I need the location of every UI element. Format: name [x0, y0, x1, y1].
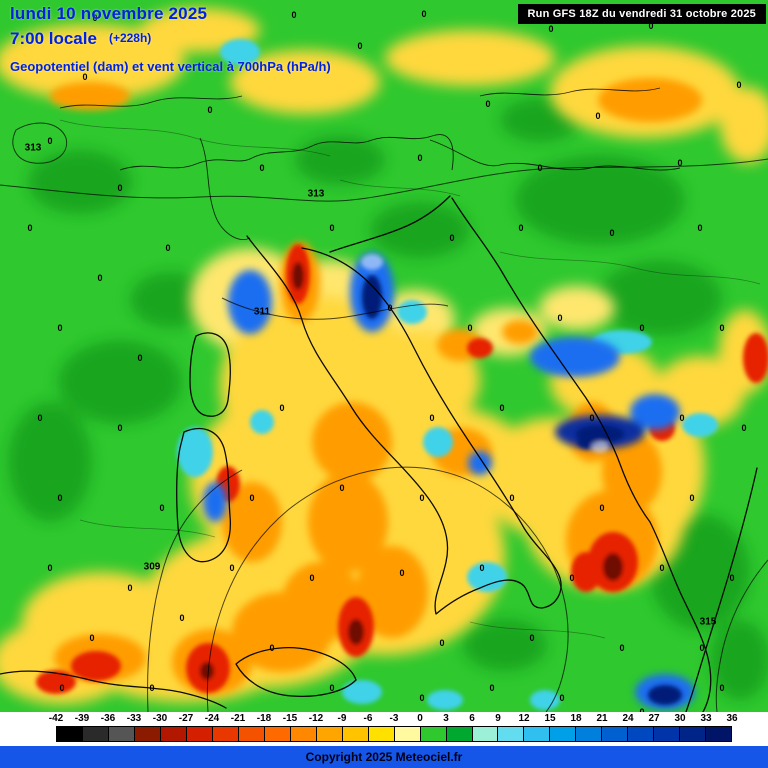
weather-map-image	[0, 0, 768, 712]
colorbar-cell	[134, 727, 161, 741]
balkan-coastline	[451, 197, 651, 523]
sardinia-coastline	[176, 427, 232, 563]
colorbar-cell	[290, 727, 317, 741]
colorbar-cell	[498, 727, 525, 741]
colorbar-cell	[186, 727, 213, 741]
local-time-label: 7:00 locale	[10, 29, 97, 48]
run-info-box: Run GFS 18Z du vendredi 31 octobre 2025	[517, 4, 766, 24]
colorbar-tick: -27	[178, 713, 194, 724]
colorbar-tick: -24	[204, 713, 220, 724]
coastlines-layer	[0, 195, 758, 712]
italy-coastline	[246, 235, 562, 615]
copyright-label: Copyright 2025 Meteociel.fr	[305, 750, 463, 764]
north-africa-coastline	[0, 670, 227, 709]
geopotential-contours-layer	[0, 122, 768, 712]
colorbar-cell	[680, 727, 707, 741]
colorbar-tick: 18	[570, 713, 582, 724]
date-label: lundi 10 novembre 2025	[10, 4, 208, 23]
colorbar-tick: -30	[152, 713, 168, 724]
colorbar-tick: -9	[337, 713, 347, 724]
contour-closed-low	[206, 466, 569, 712]
colorbar-tick: 15	[544, 713, 556, 724]
corsica-coastline	[189, 332, 231, 417]
descent-navy-cores-layer	[361, 254, 682, 705]
colorbar-tick: -39	[74, 713, 90, 724]
colorbar-cell	[238, 727, 265, 741]
contour-309	[147, 469, 243, 712]
colorbar-tick: 21	[596, 713, 608, 724]
time-label: 7:00 locale (+228h)	[10, 30, 331, 47]
colorbar-cell	[108, 727, 135, 741]
colorbar-tick: 3	[443, 713, 449, 724]
contour-311	[221, 297, 449, 320]
greece-coastline	[649, 521, 712, 712]
colorbar-tick: -15	[282, 713, 298, 724]
colorbar-cell	[212, 727, 239, 741]
colorbar-cell	[57, 727, 83, 741]
colorbar-cell	[654, 727, 681, 741]
colorbar-cell	[264, 727, 291, 741]
map-header: lundi 10 novembre 2025 7:00 locale (+228h…	[10, 5, 331, 73]
ascent-red-layer	[36, 244, 768, 694]
zero-contour-lines-layer	[59, 119, 761, 639]
borders-layer	[59, 87, 681, 240]
colorbar-tick: -18	[256, 713, 272, 724]
contour-313	[0, 158, 768, 202]
colorbar-cell	[420, 727, 447, 741]
colorbar-tick: 6	[469, 713, 475, 724]
colorbar-tick: -36	[100, 713, 116, 724]
descent-blue-layer	[203, 252, 695, 710]
colorbar-cell	[368, 727, 395, 741]
colorbar-tick: -33	[126, 713, 142, 724]
colorbar-tick: -3	[389, 713, 399, 724]
colorbar-cell	[524, 727, 551, 741]
colorbar-tick: 9	[495, 713, 501, 724]
adriatic-north-coast	[329, 195, 451, 253]
colorbar-tick: 30	[674, 713, 686, 724]
color-scale-area: -42 -39 -36 -33 -30 -27 -24 -21 -18 -15 -12 -9 -6 -3 0…	[0, 712, 768, 746]
contour-313-closed	[12, 122, 68, 164]
sicily-coastline	[235, 647, 357, 698]
colorbar-tick: -12	[308, 713, 324, 724]
colorbar-cell	[550, 727, 577, 741]
colorbar-cell	[316, 727, 343, 741]
colorbar-cell	[394, 727, 421, 741]
colorbar	[56, 726, 732, 742]
colorbar-cell	[160, 727, 187, 741]
colorbar-cell	[576, 727, 603, 741]
colorbar-cell	[472, 727, 499, 741]
colorbar-cell	[342, 727, 369, 741]
colorbar-tick: 33	[700, 713, 712, 724]
colorbar-tick: -42	[48, 713, 64, 724]
parameter-label: Geopotentiel (dam) et vent vertical à 70…	[10, 59, 331, 74]
contour-315	[715, 559, 768, 712]
copyright-bar: Copyright 2025 Meteociel.fr	[0, 746, 768, 768]
colorbar-tick: 0	[417, 713, 423, 724]
colorbar-tick: -6	[363, 713, 373, 724]
colorbar-tick: 12	[518, 713, 530, 724]
colorbar-ticks: -42 -39 -36 -33 -30 -27 -24 -21 -18 -15 -12 -9 -6 -3 0…	[49, 713, 738, 725]
colorbar-cell	[628, 727, 655, 741]
colorbar-cell	[446, 727, 473, 741]
colorbar-tick: 24	[622, 713, 634, 724]
colorbar-cell	[602, 727, 629, 741]
colorbar-cell	[82, 727, 109, 741]
colorbar-tick: -21	[230, 713, 246, 724]
colorbar-cell	[706, 727, 732, 741]
colorbar-tick: 36	[726, 713, 738, 724]
forecast-offset-label: (+228h)	[108, 31, 152, 45]
east-coast-line	[685, 467, 758, 712]
colorbar-tick: 27	[648, 713, 660, 724]
